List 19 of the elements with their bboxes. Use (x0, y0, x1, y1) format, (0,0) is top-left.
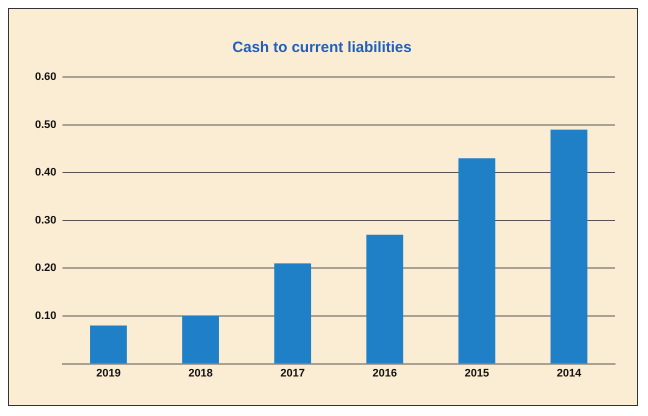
y-tick-label: 0.20 (34, 262, 56, 274)
chart-title: Cash to current liabilities (232, 39, 412, 56)
y-tick-label: 0.10 (34, 310, 56, 322)
x-tick-label: 2017 (280, 367, 305, 380)
x-tick-label: 2016 (372, 367, 397, 380)
y-tick-label: 0.50 (34, 118, 56, 131)
bar (366, 234, 404, 364)
bar (274, 263, 312, 364)
y-tick-label: 0.60 (34, 71, 56, 84)
bar (458, 158, 496, 364)
bar (182, 316, 219, 364)
x-tick-label: 2015 (464, 367, 490, 380)
bar (550, 130, 588, 364)
bar (90, 326, 127, 364)
x-tick-label: 2019 (96, 367, 121, 380)
y-tick-label: 0.30 (34, 214, 56, 226)
x-tick-label: 2018 (188, 367, 213, 380)
y-tick-label: 0.40 (34, 166, 56, 179)
x-tick-label: 2014 (556, 367, 582, 380)
